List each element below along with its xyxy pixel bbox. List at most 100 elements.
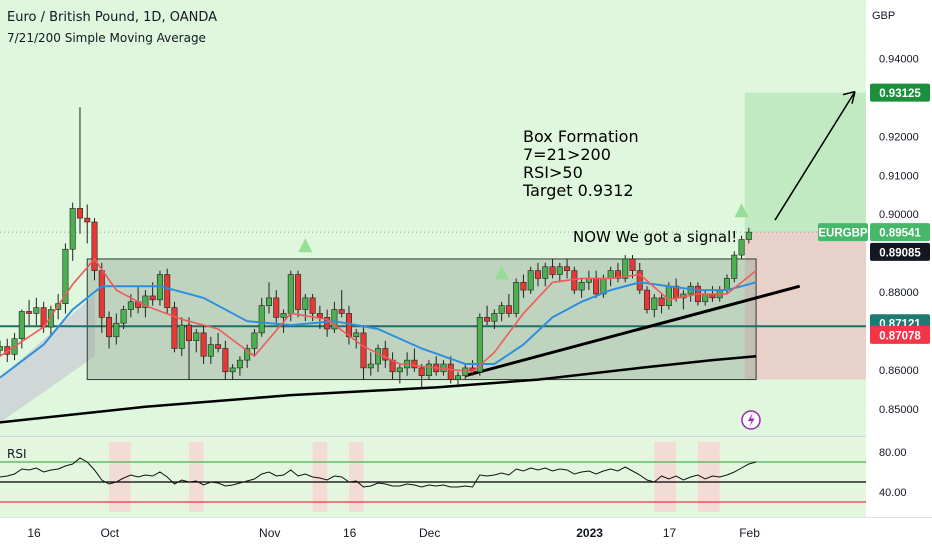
price-tag-value: 0.89541: [879, 228, 921, 240]
trendline: [464, 284, 801, 378]
candle-body: [186, 324, 193, 341]
rsi-shade: [189, 442, 204, 512]
candle-body: [360, 332, 367, 369]
candle-body: [98, 270, 105, 318]
candle-body: [644, 289, 651, 310]
candle: [164, 268, 171, 314]
price-tick-label: 0.88000: [879, 287, 919, 299]
candle-body: [302, 297, 309, 310]
candle-body: [91, 221, 98, 271]
x-tick-label: 17: [663, 526, 677, 540]
signal-triangle: [734, 203, 749, 218]
price-scale-background: [866, 0, 932, 550]
candle-body: [723, 278, 730, 291]
candle: [215, 332, 222, 353]
currency-label-wrap: GBP: [866, 0, 932, 30]
annotation-line-2: 7=21>200: [523, 145, 611, 164]
candle-body: [367, 363, 374, 369]
candle-body: [396, 367, 403, 373]
candle-body: [418, 367, 425, 376]
price-tick-label: 0.90000: [879, 209, 919, 221]
candle-body: [164, 274, 171, 308]
risk-zone: [744, 232, 866, 380]
signal-annotation: NOW We got a signal!: [573, 228, 738, 246]
candle-body: [207, 344, 214, 357]
candle-body: [564, 266, 571, 271]
candle-body: [295, 274, 302, 310]
candle-body: [273, 297, 280, 318]
price-tag-box: [870, 83, 930, 102]
candle: [26, 299, 33, 326]
candle: [578, 278, 585, 298]
candle-body: [229, 367, 236, 373]
price-tick-label: 0.92000: [879, 131, 919, 143]
candle: [505, 293, 512, 318]
candle: [534, 262, 541, 287]
candle-body: [171, 307, 178, 349]
candle: [106, 311, 113, 349]
target-zone: [744, 92, 866, 233]
price-tag-value: 0.89085: [879, 247, 921, 259]
candle-body: [607, 270, 614, 279]
candle: [498, 301, 505, 322]
candle-body: [62, 248, 69, 305]
candle: [113, 313, 120, 345]
price-tag-current: 0.89541 EURGBP: [818, 223, 930, 242]
candle-body: [287, 274, 294, 314]
x-tick-label: 16: [343, 526, 357, 540]
candle: [491, 309, 498, 329]
candle-body: [353, 332, 360, 338]
x-tick-label: Nov: [259, 526, 280, 540]
candle: [331, 301, 338, 333]
candle-body: [215, 344, 222, 349]
candle: [200, 325, 207, 365]
candle-body: [265, 297, 272, 306]
candle-body: [455, 375, 462, 380]
price-tick-label: 0.91000: [879, 170, 919, 182]
annotation-line-1: Box Formation: [523, 127, 639, 146]
candle: [171, 301, 178, 353]
candle-body: [178, 324, 185, 349]
candle: [375, 344, 382, 372]
candle: [338, 290, 345, 318]
candle-body: [193, 332, 200, 341]
candle-body: [476, 317, 483, 373]
x-tick-label: Oct: [100, 526, 119, 540]
candle: [651, 293, 658, 318]
rsi-tick-label: 40.00: [879, 487, 907, 499]
candle-body: [534, 270, 541, 279]
price-tick-label: 0.86000: [879, 365, 919, 377]
rsi-tick-label: 80.00: [879, 447, 907, 459]
x-tick-label: 16: [27, 526, 41, 540]
candle-body: [258, 305, 265, 334]
candle-body: [484, 317, 491, 322]
candle-body: [316, 313, 323, 318]
annotation-line-3: RSI>50: [523, 163, 583, 182]
candle-body: [0, 346, 4, 351]
price-tag-value: 0.93125: [879, 88, 921, 100]
signal-triangle: [298, 238, 313, 253]
candle-body: [106, 317, 113, 338]
annotation-line-4: Target 0.9312: [523, 181, 634, 200]
candle: [658, 293, 665, 314]
consolidation-box: [86, 258, 757, 381]
rsi-shade: [312, 442, 328, 512]
candle-body: [244, 348, 251, 361]
candle: [418, 364, 425, 388]
candle: [186, 317, 193, 380]
candle: [142, 290, 149, 318]
candle-body: [113, 322, 120, 338]
price-tag-box: [870, 242, 930, 261]
candle-body: [578, 282, 585, 291]
candle-body: [513, 282, 520, 314]
candle: [542, 262, 549, 287]
candle: [622, 255, 629, 283]
candle: [295, 270, 302, 318]
candle: [455, 371, 462, 388]
candle-body: [665, 285, 672, 306]
candle: [265, 282, 272, 314]
candle: [193, 329, 200, 353]
candle: [367, 352, 374, 376]
rsi-label: RSI: [7, 447, 27, 461]
